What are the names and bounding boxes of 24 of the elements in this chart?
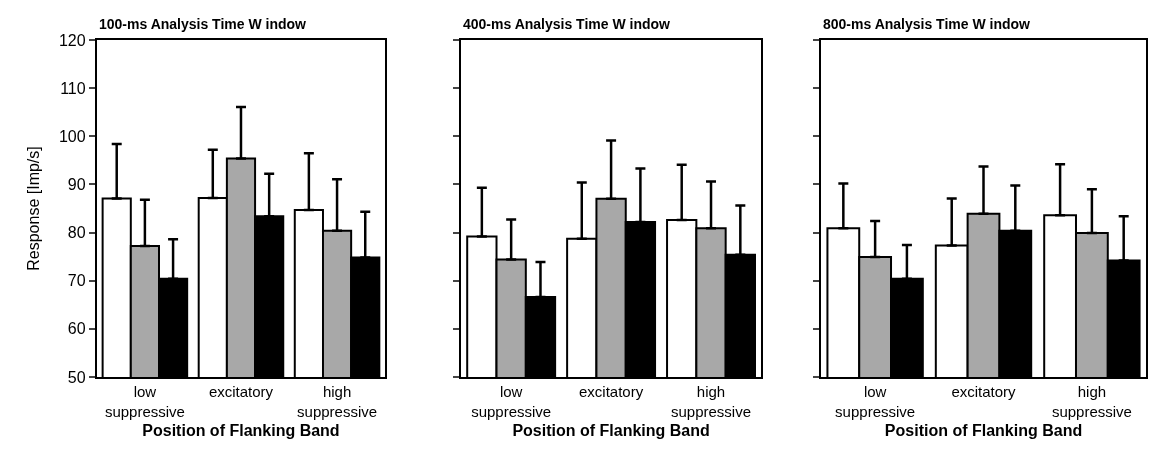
y-tick-label: 120 [58, 31, 86, 49]
x-tick-label: high suppressive [1051, 383, 1132, 420]
x-axis-title: Position of Flanking Band [512, 421, 710, 439]
y-tick-label: 90 [67, 176, 86, 194]
x-tick-label: low suppressive [104, 383, 185, 420]
chart-title: 400-ms Analysis Time W indow [463, 16, 671, 32]
x-tick-label: low suppressive [471, 383, 552, 420]
x-tick-label: excitatory [578, 383, 644, 400]
chart-title: 800-ms Analysis Time W indow [823, 16, 1031, 32]
y-axis-title: Response [Imp/s] [25, 146, 43, 271]
x-tick-label: excitatory [208, 383, 274, 400]
x-tick-label: high suppressive [671, 383, 752, 420]
y-tick-label: 60 [67, 320, 86, 338]
y-tick-label: 110 [60, 79, 86, 97]
y-tick-label: 70 [67, 272, 86, 290]
y-tick-label: 100 [58, 127, 86, 145]
y-tick-label: 80 [67, 224, 86, 242]
y-tick-label: 50 [67, 368, 86, 386]
x-axis-title: Position of Flanking Band [142, 421, 340, 439]
chart-title: 100-ms Analysis Time W indow [99, 16, 307, 32]
x-tick-label: low suppressive [835, 383, 916, 420]
x-tick-label: excitatory [951, 383, 1017, 400]
x-axis-title: Position of Flanking Band [884, 421, 1083, 439]
x-tick-label: high suppressive [297, 383, 378, 420]
